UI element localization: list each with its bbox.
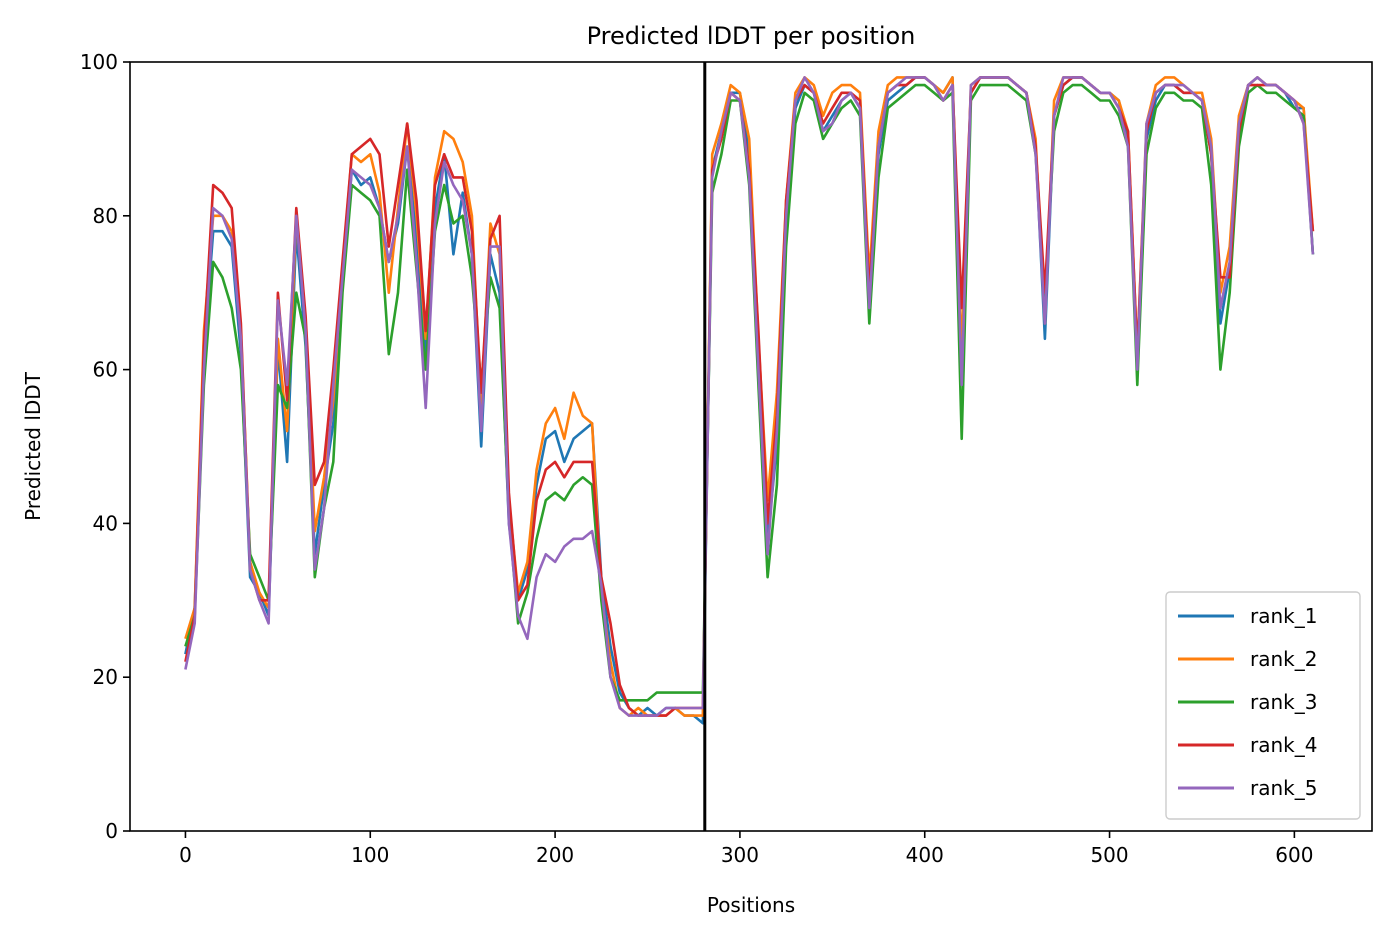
legend-label-rank_3: rank_3 [1250,690,1317,714]
x-axis-label: Positions [707,893,795,917]
y-axis-label: Predicted lDDT [21,371,45,521]
y-tick-label: 100 [80,50,118,74]
legend-label-rank_4: rank_4 [1250,733,1317,757]
y-tick-label: 40 [93,511,118,535]
y-tick-label: 20 [93,665,118,689]
y-tick-label: 0 [105,819,118,843]
x-tick-label: 500 [1090,843,1128,867]
legend-box [1165,591,1361,820]
axes-group [129,61,1373,832]
x-tick-label: 100 [351,843,389,867]
y-tick-label: 60 [93,358,118,382]
x-tick-label: 600 [1275,843,1313,867]
y-tick-label: 80 [93,204,118,228]
x-tick-label: 400 [906,843,944,867]
series-group [184,76,1315,725]
x-tick-label: 300 [721,843,759,867]
series-line-rank_5 [184,76,1315,717]
legend-label-rank_1: rank_1 [1250,604,1317,628]
legend-label-rank_5: rank_5 [1250,776,1317,800]
legend-label-rank_2: rank_2 [1250,647,1317,671]
chart-title: Predicted lDDT per position [587,22,916,50]
ticks-group: 0 100 200 300 400 500 600 0 20 40 60 80 100 [80,50,1314,867]
legend: rank_1 rank_2 rank_3 rank_4 rank_5 [1165,591,1361,820]
x-tick-label: 200 [536,843,574,867]
plot-frame [129,61,1373,832]
x-tick-label: 0 [179,843,192,867]
